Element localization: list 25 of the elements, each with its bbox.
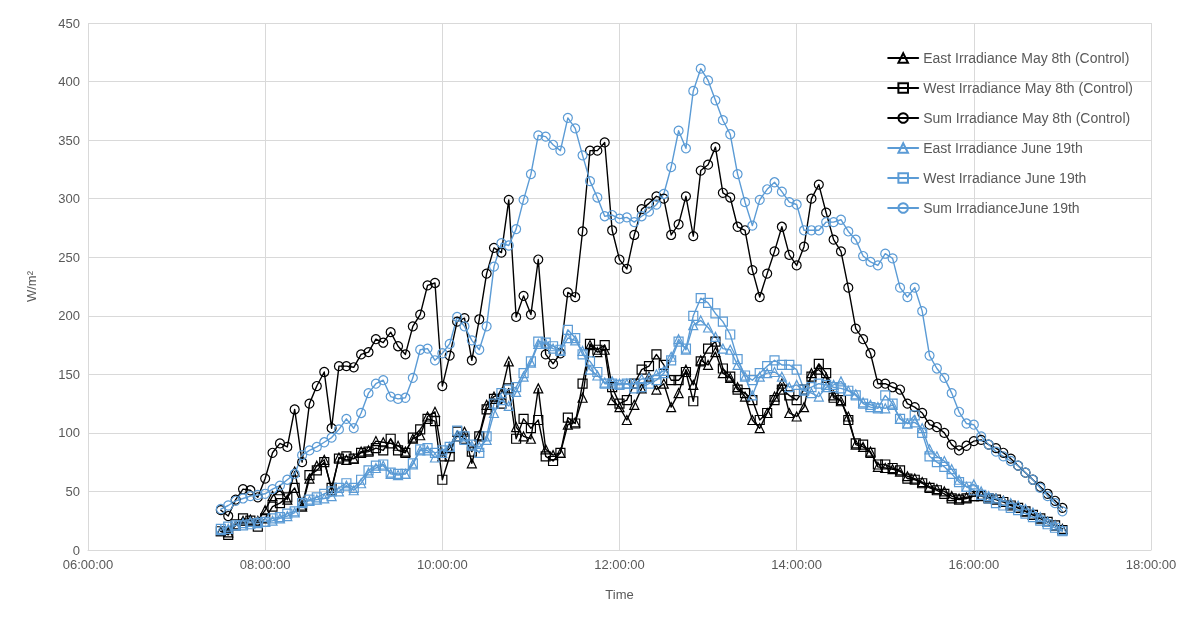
legend-label: East Irradiance June 19th bbox=[923, 140, 1083, 156]
legend-label: West Irradiance May 8th (Control) bbox=[923, 80, 1134, 96]
x-tick-label: 08:00:00 bbox=[239, 557, 291, 572]
legend-label: West Irradiance June 19th bbox=[923, 170, 1087, 186]
y-tick-label: 0 bbox=[72, 542, 80, 558]
x-tick-label: 12:00:00 bbox=[594, 557, 645, 572]
y-tick-label: 100 bbox=[58, 425, 80, 441]
x-tick-label: 18:00:00 bbox=[1125, 557, 1177, 572]
x-tick-label: 14:00:00 bbox=[771, 557, 822, 572]
y-tick-label: 300 bbox=[58, 191, 80, 207]
y-tick-label: 350 bbox=[58, 132, 80, 148]
legend-label: East Irradiance May 8th (Control) bbox=[923, 50, 1130, 66]
y-tick-label: 450 bbox=[58, 15, 80, 31]
x-tick-label: 16:00:00 bbox=[948, 557, 1000, 572]
y-tick-label: 200 bbox=[58, 308, 80, 324]
y-tick-label: 400 bbox=[58, 74, 80, 90]
x-tick-label: 06:00:00 bbox=[62, 557, 114, 572]
legend-label: Sum IrradianceJune 19th bbox=[923, 200, 1080, 216]
x-tick-label: 10:00:00 bbox=[417, 557, 468, 572]
x-axis-title: Time bbox=[605, 587, 634, 602]
y-tick-label: 50 bbox=[65, 483, 80, 499]
y-axis-title: W/m² bbox=[24, 270, 39, 303]
y-tick-label: 250 bbox=[58, 249, 80, 265]
y-tick-label: 150 bbox=[58, 366, 80, 382]
legend-label: Sum Irradiance May 8th (Control) bbox=[923, 110, 1131, 126]
